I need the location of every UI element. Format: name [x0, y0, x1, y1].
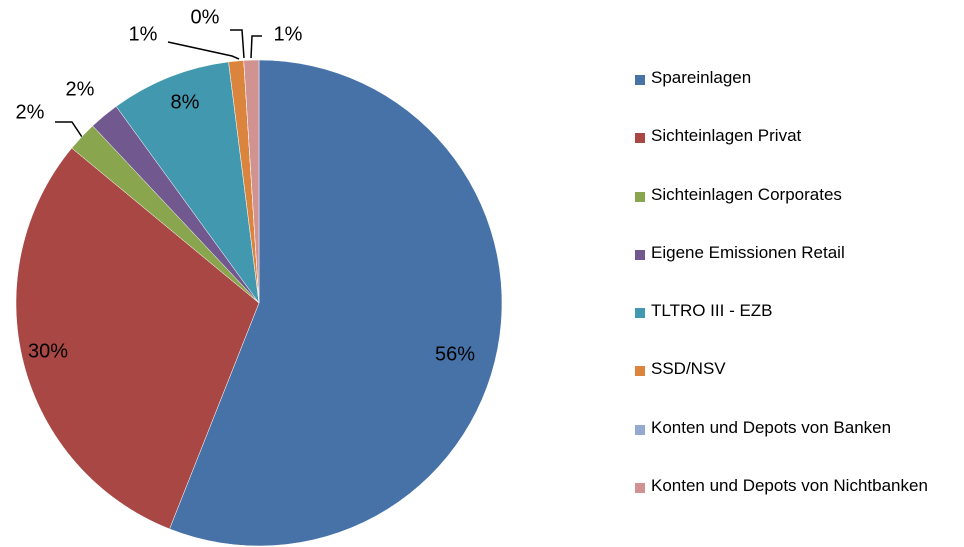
legend-label: Sichteinlagen Privat [651, 126, 802, 146]
data-label: 8% [171, 91, 200, 113]
data-label: 1% [274, 23, 303, 45]
legend-label: Sichteinlagen Corporates [651, 184, 842, 204]
pie-slice [169, 59, 503, 547]
legend-label: TLTRO III - EZB [651, 301, 773, 321]
legend-swatch [635, 308, 645, 319]
legend-swatch [635, 366, 645, 377]
legend-item: SSD/NSV [635, 359, 964, 419]
leader-lines [55, 29, 262, 138]
legend-swatch [635, 249, 645, 260]
legend-item: Konten und Depots von Nichtbanken [635, 476, 964, 536]
legend-item: Sichteinlagen Corporates [635, 185, 964, 245]
legend-item: Konten und Depots von Banken [635, 418, 964, 478]
legend-label: SSD/NSV [651, 359, 726, 379]
pie-slice [243, 59, 260, 304]
legend-label: Eigene Emissionen Retail [651, 242, 845, 262]
legend-item: Eigene Emissionen Retail [635, 243, 964, 303]
data-label: 56% [435, 343, 475, 365]
data-label: 30% [28, 340, 68, 362]
legend-swatch [635, 191, 645, 202]
legend-item: TLTRO III - EZB [635, 301, 964, 361]
legend-item: Spareinlagen [635, 68, 964, 128]
legend: Spareinlagen Sichteinlagen Privat Sichtein… [635, 68, 964, 536]
data-label: 0% [191, 6, 220, 28]
data-label: 1% [129, 23, 158, 45]
legend-label: Konten und Depots von Banken [651, 417, 892, 437]
legend-swatch [635, 75, 645, 85]
legend-item: Sichteinlagen Privat [635, 126, 964, 186]
data-label: 2% [66, 78, 95, 100]
pie-slice [115, 61, 260, 304]
data-label: 2% [16, 101, 45, 123]
legend-label: Spareinlagen [651, 68, 752, 87]
legend-swatch [635, 424, 645, 435]
legend-label: Konten und Depots von Nichtbanken [651, 476, 928, 496]
legend-swatch [635, 483, 645, 494]
pie-slice [15, 147, 260, 530]
legend-swatch [635, 133, 645, 144]
